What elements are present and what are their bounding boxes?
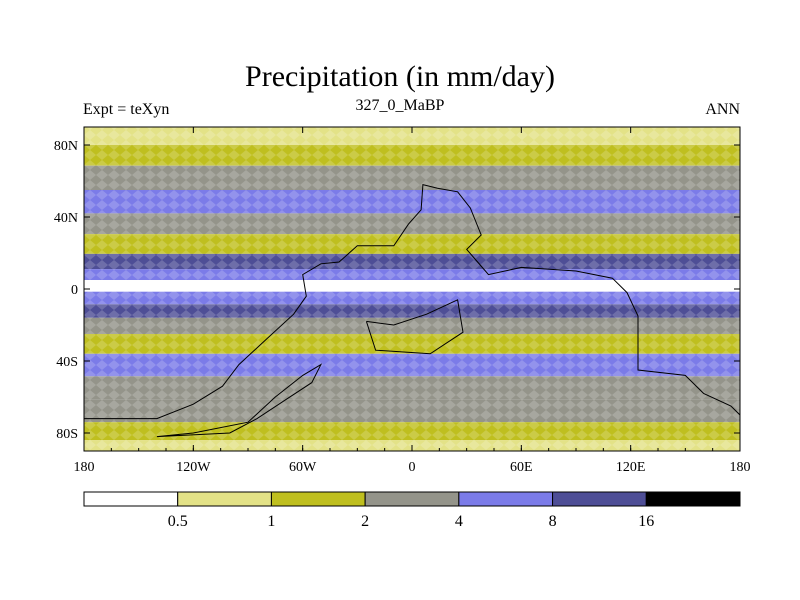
colorbar-label: 8 bbox=[549, 513, 557, 530]
colorbar-swatch bbox=[458, 491, 554, 507]
colorbar-label: 2 bbox=[361, 513, 369, 530]
colorbar-swatch bbox=[177, 491, 272, 507]
y-tick-label: 0 bbox=[71, 283, 78, 298]
colorbar-swatch bbox=[83, 491, 179, 507]
y-tick-label: 40S bbox=[56, 355, 78, 370]
stipple-overlay bbox=[84, 127, 740, 451]
colorbar-swatch bbox=[645, 491, 741, 507]
x-tick-label: 60E bbox=[510, 460, 533, 475]
x-tick-label: 180 bbox=[74, 460, 95, 475]
x-tick-label: 0 bbox=[409, 460, 416, 475]
colorbar-label: 0.5 bbox=[168, 513, 188, 530]
y-tick-label: 80N bbox=[54, 139, 78, 154]
colorbar-swatch bbox=[364, 491, 460, 507]
x-tick-label: 180 bbox=[730, 460, 751, 475]
colorbar-swatch bbox=[552, 491, 647, 507]
colorbar-label: 1 bbox=[267, 513, 275, 530]
y-tick-label: 40N bbox=[54, 211, 78, 226]
time-label: 327_0_MaBP bbox=[355, 97, 445, 114]
land-outline bbox=[365, 299, 464, 355]
land-outline bbox=[84, 183, 740, 420]
chart-title: Precipitation (in mm/day) bbox=[245, 60, 555, 93]
x-tick-label: 120E bbox=[616, 460, 646, 475]
x-tick-label: 60W bbox=[289, 460, 317, 475]
colorbar-label: 4 bbox=[455, 513, 463, 530]
y-tick-label: 80S bbox=[56, 427, 78, 442]
experiment-label: Expt = teXyn bbox=[83, 101, 170, 118]
land-outline bbox=[156, 363, 323, 438]
season-label: ANN bbox=[705, 101, 740, 118]
x-tick-label: 120W bbox=[176, 460, 211, 475]
colorbar-swatch bbox=[270, 491, 366, 507]
colorbar-label: 16 bbox=[638, 513, 654, 530]
